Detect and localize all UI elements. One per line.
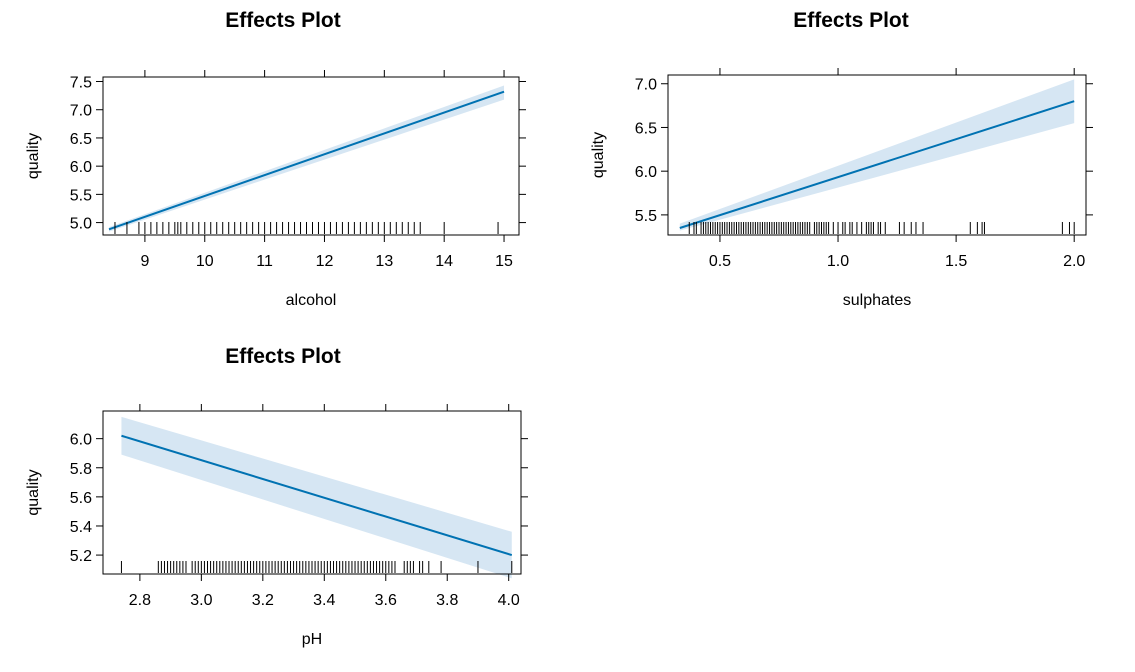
effect-line <box>121 434 513 557</box>
y-tick-label: 6.0 <box>635 164 657 181</box>
y-tick-label: 6.5 <box>70 131 92 148</box>
plot-frame <box>667 74 1087 236</box>
x-tick-label: 14 <box>435 253 453 270</box>
y-tick-label: 5.0 <box>70 216 92 233</box>
alcohol-effects-panel: Effects Plot 9 10 11 12 13 14 15 5.0 5.5 6.0 6.5 7.0… <box>25 9 526 309</box>
effect-line <box>679 100 1075 229</box>
y-tick-label: 7.0 <box>635 77 657 94</box>
x-tick-label: 9 <box>140 253 149 270</box>
rug-marks <box>688 222 1075 234</box>
y-tick-label: 7.5 <box>70 75 92 92</box>
confidence-band <box>679 79 1075 231</box>
effect-line <box>108 90 505 231</box>
y-tick-label: 5.5 <box>70 187 92 204</box>
x-tick-label: 3.4 <box>313 592 335 609</box>
y-tick-label: 6.0 <box>70 432 92 449</box>
plot-frame <box>102 410 522 575</box>
x-axis-label: sulphates <box>843 292 912 309</box>
x-tick-label: 3.2 <box>252 592 274 609</box>
x-tick-label: 2.8 <box>129 592 151 609</box>
y-axis-label: quality <box>25 133 42 179</box>
x-tick-label: 3.0 <box>190 592 212 609</box>
confidence-band <box>121 416 512 579</box>
y-axis-label: quality <box>25 469 42 515</box>
x-tick-label: 12 <box>316 253 334 270</box>
chart-title: Effects Plot <box>225 9 341 32</box>
x-tick-label: 3.6 <box>375 592 397 609</box>
chart-title: Effects Plot <box>793 9 909 32</box>
x-tick-label: 1.5 <box>945 253 967 270</box>
y-axis-label: quality <box>590 132 607 178</box>
x-tick-label: 3.8 <box>436 592 458 609</box>
rug-marks <box>114 222 499 234</box>
y-tick-label: 6.5 <box>635 120 657 137</box>
plot-frame <box>102 76 520 236</box>
x-axis-label: pH <box>302 631 322 648</box>
x-tick-label: 4.0 <box>498 592 520 609</box>
x-tick-label: 0.5 <box>709 253 731 270</box>
y-tick-label: 5.6 <box>70 490 92 507</box>
y-tick-label: 5.5 <box>635 208 657 225</box>
x-tick-label: 2.0 <box>1063 253 1085 270</box>
y-tick-label: 5.8 <box>70 461 92 478</box>
x-tick-label: 13 <box>375 253 393 270</box>
x-tick-label: 11 <box>256 253 273 270</box>
y-tick-label: 6.0 <box>70 159 92 176</box>
rug-marks <box>120 561 513 573</box>
x-tick-label: 10 <box>196 253 214 270</box>
y-tick-label: 5.4 <box>70 519 92 536</box>
ph-effects-panel: Effects Plot 2.8 3.0 3.2 3.4 3.6 3.8 4.0 5.2 5.4 5… <box>25 345 528 648</box>
chart-title: Effects Plot <box>225 345 341 368</box>
y-tick-label: 7.0 <box>70 103 92 120</box>
x-tick-label: 1.0 <box>827 253 849 270</box>
x-tick-label: 15 <box>495 253 513 270</box>
y-tick-label: 5.2 <box>70 548 92 565</box>
x-axis-label: alcohol <box>286 292 337 309</box>
sulphates-effects-panel: Effects Plot 0.5 1.0 1.5 2.0 5.5 6.0 6.5 7.0 sulp… <box>590 9 1093 309</box>
